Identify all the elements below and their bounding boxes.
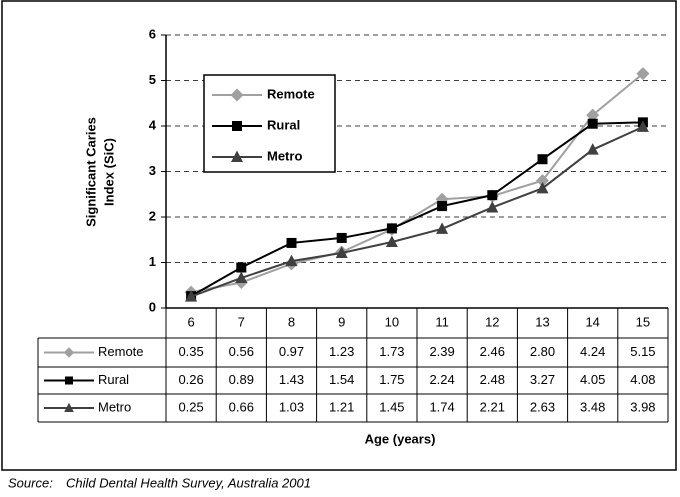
table-value: 3.48 [580,399,605,414]
table-row-label: Remote [98,344,144,359]
marker [587,118,598,129]
source-text: Child Dental Health Survey, Australia 20… [66,475,311,490]
legend-label: Rural [267,117,300,132]
table-value: 1.21 [329,399,354,414]
y-tick-label: 6 [149,26,156,41]
table-value: 1.45 [379,399,404,414]
marker [285,254,298,267]
table-value: 2.46 [480,344,505,359]
table-value: 0.35 [178,344,203,359]
table-row-label: Metro [98,399,131,414]
marker [65,376,73,385]
table-value: 1.75 [379,372,404,387]
legend-label: Remote [267,86,315,101]
marker [63,347,75,358]
table-value: 3.98 [630,399,655,414]
marker [586,108,600,122]
table-value: 1.54 [329,372,354,387]
x-tick-label: 9 [338,314,345,329]
table-value: 0.97 [279,344,304,359]
marker [537,154,548,165]
y-tick-label: 3 [149,163,156,178]
y-tick-label: 1 [149,254,156,269]
table-value: 5.15 [630,344,655,359]
marker [636,67,650,81]
marker [64,402,74,412]
x-tick-label: 12 [485,314,499,329]
marker [487,190,498,201]
marker [436,222,449,234]
marker [437,201,448,212]
marker [336,232,347,243]
table-value: 0.25 [178,399,203,414]
table-value: 1.73 [379,344,404,359]
series-line [190,72,644,294]
x-axis-title: Age (years) [365,431,436,446]
table-value: 1.43 [279,372,304,387]
marker [232,121,242,131]
marker [286,237,297,248]
table-value: 4.24 [580,344,605,359]
table-value: 2.24 [429,372,454,387]
marker [536,181,549,194]
table-value: 1.74 [429,399,454,414]
marker [386,223,397,234]
table-value: 1.23 [329,344,354,359]
table-value: 2.21 [480,399,505,414]
table-value: 3.27 [530,372,555,387]
table-value: 2.63 [530,399,555,414]
legend-label: Metro [267,148,302,163]
frame [1,0,677,471]
table-value: 0.26 [178,372,203,387]
series-line [190,125,644,298]
x-tick-label: 6 [187,314,194,329]
table-value: 0.56 [229,344,254,359]
table-value: 1.03 [279,399,304,414]
marker [486,200,499,213]
marker [230,88,244,102]
x-tick-label: 10 [385,314,399,329]
marker [536,174,549,188]
series-line [190,121,643,298]
y-axis-title: Significant Caries [83,117,98,227]
y-tick-label: 0 [149,299,156,314]
table-value: 4.08 [630,372,655,387]
y-axis-title: Index (SiC) [101,138,116,206]
legend-box [203,74,336,173]
table-value: 0.66 [229,399,254,414]
marker [235,271,248,283]
y-tick-label: 5 [149,72,156,87]
table-value: 2.48 [480,372,505,387]
marker [231,150,243,162]
table-value: 2.39 [429,344,454,359]
marker [185,290,198,302]
x-tick-label: 15 [636,314,650,329]
marker [636,120,649,132]
marker [586,143,599,155]
table-value: 2.80 [530,344,555,359]
x-tick-label: 11 [435,314,449,329]
table-row-label: Rural [98,372,129,387]
x-tick-label: 14 [585,314,599,329]
source-label: Source: [8,475,53,490]
table-value: 0.89 [229,372,254,387]
marker [335,246,348,258]
table-value: 4.05 [580,372,605,387]
marker [385,235,398,248]
x-tick-label: 7 [238,314,245,329]
x-tick-label: 13 [535,314,549,329]
marker [236,262,247,273]
x-tick-label: 8 [288,314,295,329]
y-tick-label: 4 [149,117,157,132]
y-tick-label: 2 [149,208,156,223]
